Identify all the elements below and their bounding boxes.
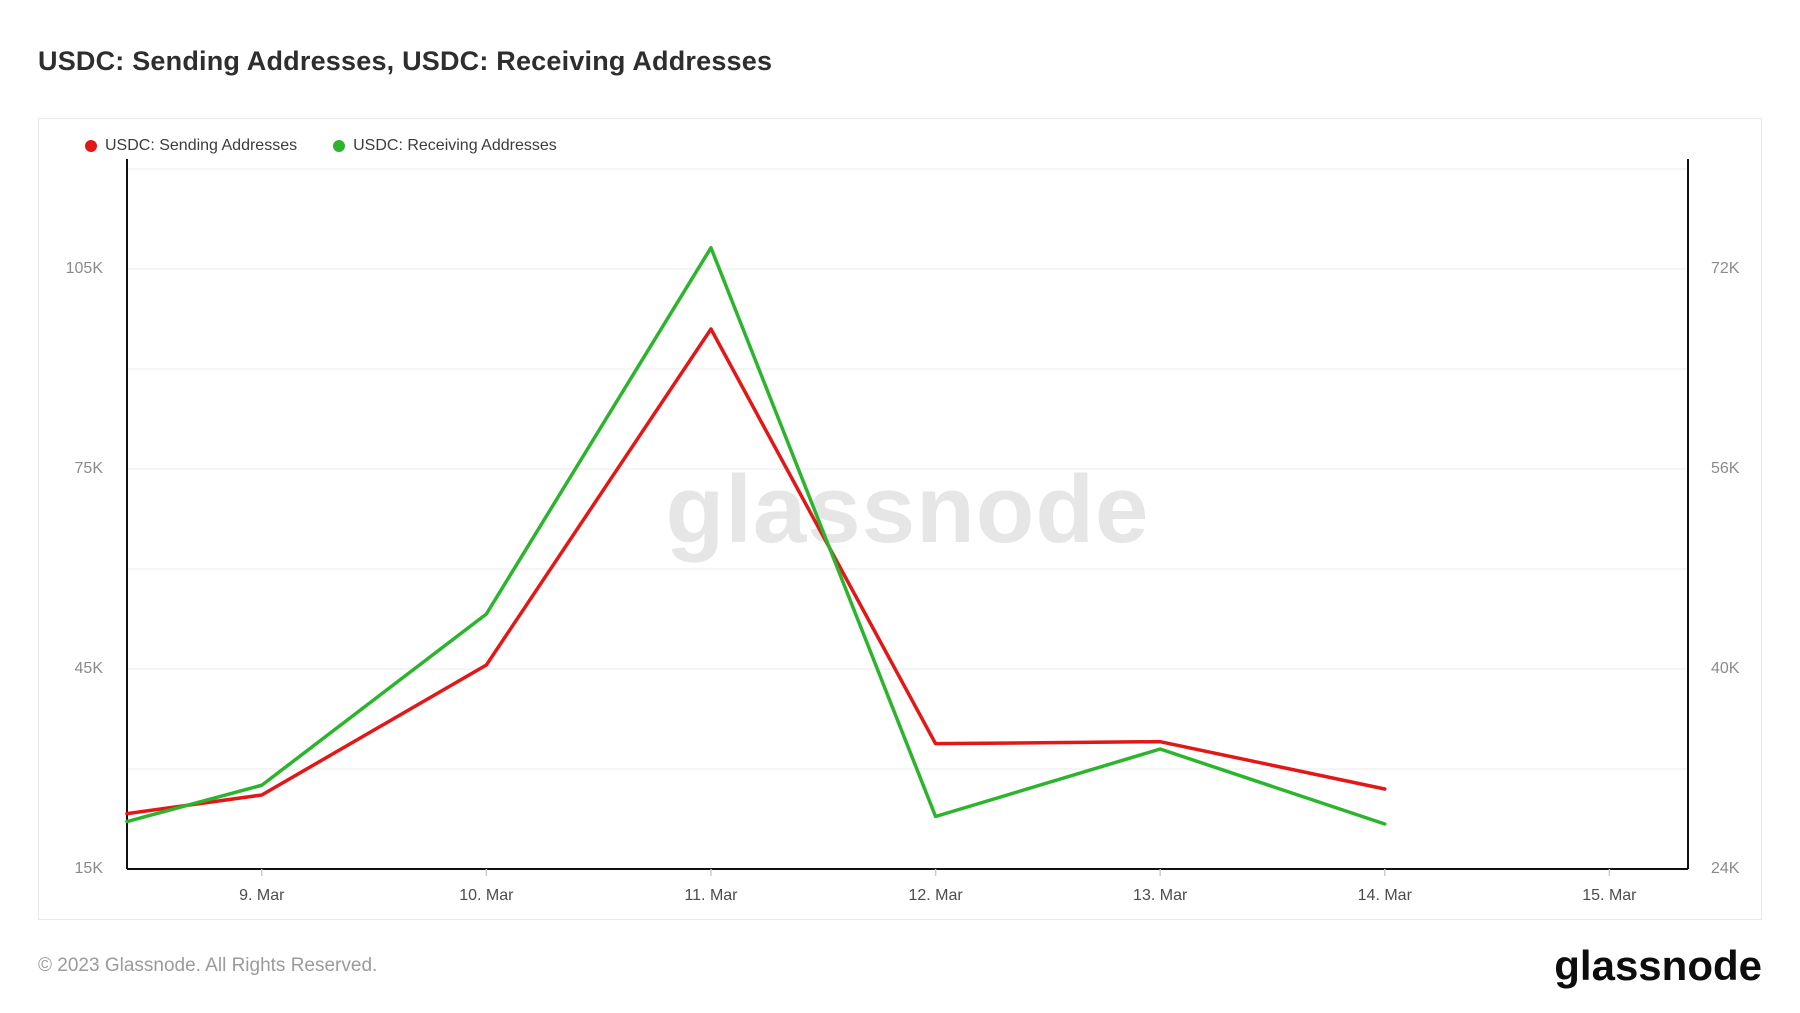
x-axis-label: 10. Mar (459, 887, 514, 904)
legend-dot-icon (85, 140, 97, 152)
glassnode-logo: glassnode (1554, 942, 1762, 989)
y-axis-label-left: 45K (74, 660, 103, 677)
series-line-usdc-receiving-addresses (125, 246, 1387, 826)
plot-area[interactable] (39, 119, 1761, 919)
x-axis-label: 12. Mar (908, 887, 963, 904)
copyright-text: © 2023 Glassnode. All Rights Reserved. (38, 955, 378, 976)
legend-item-sending[interactable]: USDC: Sending Addresses (85, 137, 297, 155)
y-axis-label-right: 56K (1711, 460, 1740, 477)
y-axis-label-left: 105K (65, 260, 103, 277)
y-axis-label-left: 15K (74, 860, 103, 877)
y-axis-label-right: 40K (1711, 660, 1740, 677)
y-axis-label-left: 75K (74, 460, 103, 477)
legend-label: USDC: Receiving Addresses (353, 137, 557, 154)
chart-card: USDC: Sending Addresses USDC: Receiving A… (38, 118, 1762, 920)
y-axis-label-right: 72K (1711, 260, 1740, 277)
watermark: glassnode (665, 456, 1150, 563)
x-axis-label: 11. Mar (684, 887, 738, 904)
y-axis-label-right: 24K (1711, 860, 1740, 877)
x-axis-label: 14. Mar (1357, 887, 1412, 904)
legend-item-receiving[interactable]: USDC: Receiving Addresses (333, 137, 557, 155)
page-title: USDC: Sending Addresses, USDC: Receiving… (38, 46, 773, 76)
footer: © 2023 Glassnode. All Rights Reserved. g… (38, 938, 1762, 994)
x-axis-label: 9. Mar (239, 887, 285, 904)
chart-legend: USDC: Sending Addresses USDC: Receiving A… (85, 137, 557, 155)
x-axis-label: 13. Mar (1133, 887, 1188, 904)
x-axis-label: 15. Mar (1582, 887, 1637, 904)
legend-dot-icon (333, 140, 346, 152)
legend-label: USDC: Sending Addresses (105, 137, 298, 154)
series-line-usdc-sending-addresses (125, 327, 1387, 816)
